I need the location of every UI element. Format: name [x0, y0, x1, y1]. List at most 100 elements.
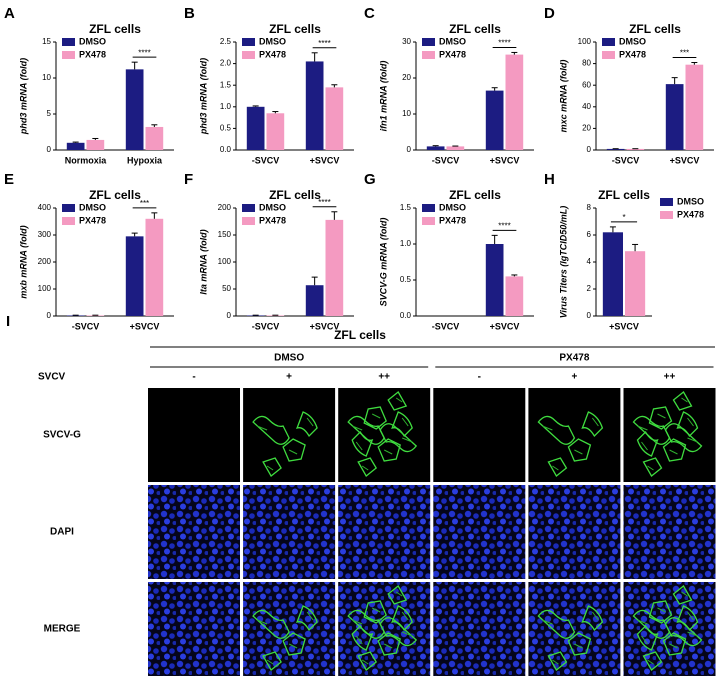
x-tick-label: -SVCV: [432, 155, 460, 165]
y-tick-label: 2.5: [220, 37, 232, 46]
y-tick-label: 30: [402, 37, 411, 46]
micrograph: [433, 582, 526, 676]
x-tick-label: -SVCV: [72, 321, 100, 331]
error-bar: [691, 62, 698, 65]
panel-label: G: [364, 171, 376, 188]
level-label: ++: [378, 372, 390, 383]
legend-swatch: [242, 38, 255, 46]
error-bar: [131, 232, 138, 237]
micrograph: [338, 582, 431, 676]
bar: [125, 69, 144, 150]
y-tick-label: 1.5: [220, 80, 232, 89]
x-tick-label: -SVCV: [252, 155, 280, 165]
significance-label: ****: [318, 198, 330, 207]
y-tick-label: 15: [42, 37, 51, 46]
y-tick-label: 20: [402, 73, 411, 82]
level-label: +: [571, 372, 577, 383]
y-axis-label: SVCV-G mRNA (fold): [378, 218, 388, 307]
bar: [305, 285, 324, 316]
error-bar: [491, 234, 498, 244]
y-tick-label: 0: [407, 145, 412, 154]
y-axis-label: ifn1 mRNA (fold): [378, 61, 388, 132]
legend-label: DMSO: [619, 36, 646, 46]
y-tick-label: 5: [47, 109, 52, 118]
row-label: MERGE: [44, 624, 81, 635]
chart-title: ZFL cells: [598, 188, 650, 202]
micrograph: [338, 485, 431, 579]
y-tick-label: 1.0: [400, 239, 412, 248]
legend-label: PX478: [259, 215, 286, 225]
bar: [145, 126, 164, 150]
legend-swatch: [242, 204, 255, 212]
x-tick-label: Normoxia: [65, 155, 108, 165]
x-tick-label: -SVCV: [612, 155, 640, 165]
micrograph: [243, 582, 336, 676]
legend-label: DMSO: [79, 36, 106, 46]
error-bar: [272, 111, 279, 114]
bar-chart: B ZFL cells phd3 mRNA (fold) 0.0 0.5 1.0 1.5 2.…: [184, 5, 354, 165]
level-label: ++: [664, 372, 676, 383]
bar: [266, 113, 285, 150]
bar: [485, 244, 504, 316]
bar-chart: F ZFL cells lta mRNA (fold) 0 50 100 150 200 -SV…: [184, 171, 354, 331]
bar: [625, 251, 646, 316]
x-tick-label: -SVCV: [432, 321, 460, 331]
panel-label: D: [544, 5, 555, 22]
x-tick-label: +SVCV: [490, 155, 520, 165]
row-label: DAPI: [50, 527, 74, 538]
y-tick-label: 20: [582, 124, 591, 133]
bar: [626, 148, 645, 150]
bar: [305, 61, 324, 150]
chart-title: ZFL cells: [89, 188, 141, 202]
y-tick-label: 8: [587, 203, 592, 212]
level-label: +: [286, 372, 292, 383]
bar-chart: H ZFL cells Virus Titers (lgTCID50/mL) 0 2 4 6…: [544, 171, 704, 331]
y-tick-label: 2.0: [220, 59, 232, 68]
legend-swatch: [422, 38, 435, 46]
legend-swatch: [62, 38, 75, 46]
legend-label: PX478: [259, 49, 286, 59]
significance-label: ****: [318, 39, 330, 48]
legend-label: DMSO: [259, 36, 286, 46]
error-bar: [511, 274, 518, 277]
y-tick-label: 200: [218, 203, 232, 212]
error-bar: [311, 276, 318, 286]
legend-swatch: [602, 38, 615, 46]
y-tick-label: 200: [38, 257, 52, 266]
legend-label: DMSO: [439, 202, 466, 212]
bar: [125, 236, 144, 316]
y-axis-label: mxc mRNA (fold): [558, 60, 568, 133]
significance-label: ****: [498, 221, 510, 230]
chart-title: ZFL cells: [629, 22, 681, 36]
y-tick-label: 80: [582, 59, 591, 68]
legend-swatch: [422, 51, 435, 59]
legend-swatch: [660, 198, 673, 206]
significance-label: ****: [498, 39, 510, 48]
bar-chart: D ZFL cells mxc mRNA (fold) 0 20 40 60 80 100 -SV…: [544, 5, 714, 165]
y-tick-label: 50: [222, 284, 231, 293]
bar: [685, 64, 704, 150]
legend-label: PX478: [439, 215, 466, 225]
bar: [665, 84, 684, 150]
micrograph: [623, 582, 716, 676]
bar-chart: G ZFL cells SVCV-G mRNA (fold) 0.0 0.5 1.0 1.5…: [364, 171, 534, 331]
y-axis-label: phd3 mRNA (fold): [198, 58, 208, 135]
error-bar: [252, 105, 259, 107]
y-tick-label: 1.0: [220, 102, 232, 111]
y-axis-label: phd3 mRNA (fold): [18, 58, 28, 135]
y-axis-label: mxb mRNA (fold): [18, 225, 28, 298]
chart-title: ZFL cells: [269, 188, 321, 202]
chart-title: ZFL cells: [269, 22, 321, 36]
panel-label: C: [364, 5, 375, 22]
error-bar: [131, 61, 138, 70]
x-tick-label: +SVCV: [310, 155, 340, 165]
y-tick-label: 0: [587, 311, 592, 320]
legend-swatch: [242, 217, 255, 225]
error-bar: [609, 226, 616, 233]
micrograph: [623, 388, 716, 482]
y-tick-label: 0: [47, 311, 52, 320]
error-bar: [432, 145, 439, 147]
y-tick-label: 0.5: [220, 124, 232, 133]
x-tick-label: +SVCV: [609, 321, 639, 331]
